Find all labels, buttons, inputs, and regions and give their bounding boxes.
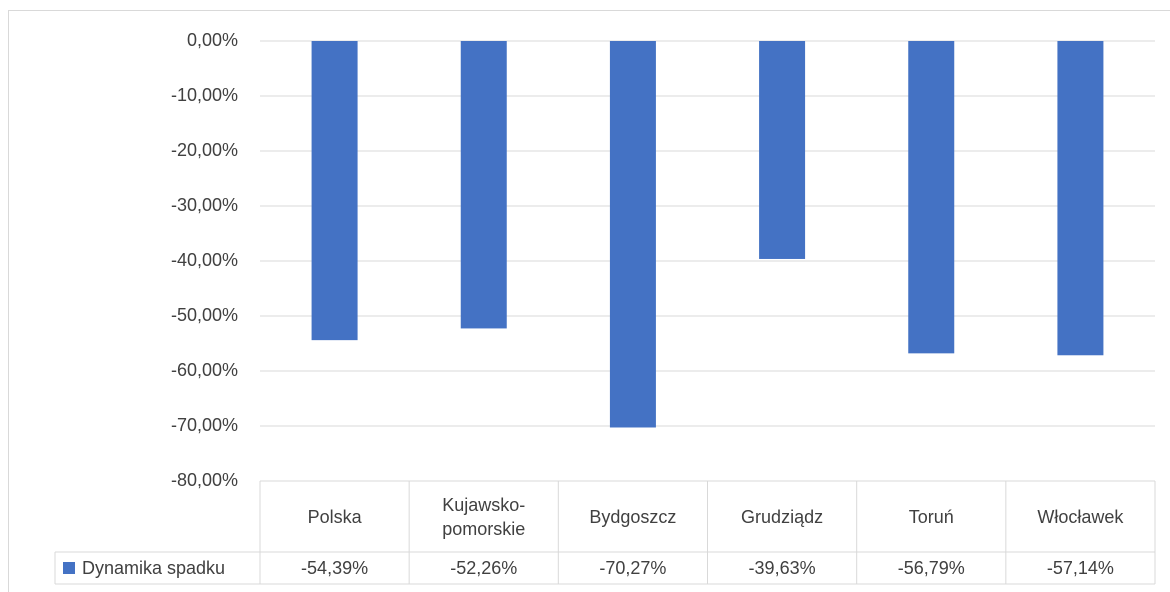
value-label: -54,39% — [301, 558, 369, 578]
y-tick-label: -60,00% — [171, 360, 238, 380]
x-tick-label: Włocławek — [1037, 506, 1124, 527]
y-tick-label: -50,00% — [171, 305, 238, 325]
value-label: -39,63% — [748, 558, 816, 578]
bar — [609, 41, 656, 428]
legend-swatch — [63, 562, 75, 574]
y-tick-label: -70,00% — [171, 415, 238, 435]
x-tick-label: Toruń — [908, 506, 954, 527]
y-tick-label: -40,00% — [171, 250, 238, 270]
legend-label: Dynamika spadku — [82, 558, 226, 578]
bar — [908, 41, 955, 354]
x-tick-label: Grudziądz — [741, 506, 824, 527]
value-label: -70,27% — [599, 558, 667, 578]
bar — [311, 41, 358, 341]
value-label: -52,26% — [450, 558, 518, 578]
value-label: -57,14% — [1046, 558, 1114, 578]
x-tick-label: Polska — [307, 506, 362, 527]
y-tick-label: -10,00% — [171, 85, 238, 105]
bar — [460, 41, 507, 329]
y-tick-label: -80,00% — [171, 470, 238, 490]
bar — [1057, 41, 1104, 356]
x-tick-label: Kujawsko-pomorskie — [442, 494, 526, 539]
y-tick-label: 0,00% — [187, 30, 238, 50]
y-tick-label: -20,00% — [171, 140, 238, 160]
y-tick-label: -30,00% — [171, 195, 238, 215]
x-tick-label: Bydgoszcz — [589, 506, 677, 527]
bar — [759, 41, 806, 259]
value-label: -56,79% — [897, 558, 965, 578]
